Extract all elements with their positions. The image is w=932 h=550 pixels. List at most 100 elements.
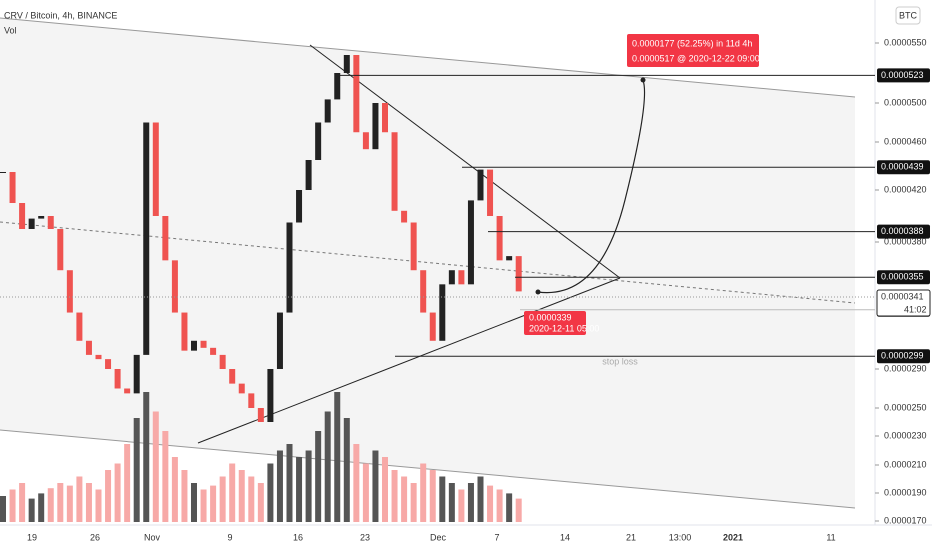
volume-bar [410, 483, 417, 522]
candle [315, 122, 322, 160]
projection-box [627, 34, 759, 67]
volume-label: Vol [4, 25, 17, 35]
x-tick-label: 26 [90, 532, 100, 542]
candle [124, 388, 131, 394]
candle [152, 122, 159, 216]
volume-bar [391, 470, 398, 522]
projection-curve [537, 79, 646, 294]
volume-bar [95, 489, 102, 522]
note: stop loss [602, 356, 638, 366]
candle [200, 340, 207, 348]
candle [362, 132, 369, 150]
candle [276, 312, 283, 369]
x-tick-label: 23 [360, 532, 370, 542]
candle [143, 122, 150, 355]
y-tick-label: 0.0000230 [884, 430, 927, 440]
candle [219, 354, 226, 369]
volume-bar [324, 411, 331, 522]
x-tick-label: 16 [293, 532, 303, 542]
candle [210, 347, 217, 355]
channel-fill [0, 18, 855, 508]
candle [66, 270, 73, 313]
target-point [640, 77, 646, 83]
candle [506, 256, 513, 261]
entry-time: 2020-12-11 05:00 [529, 323, 599, 333]
volume-bar [143, 392, 150, 522]
level-tag [877, 160, 930, 175]
candle [19, 203, 26, 229]
x-tick-label: 14 [560, 532, 570, 542]
candle [133, 354, 140, 394]
last-price-label: 0.0000341 [881, 291, 924, 301]
y-tick-label: 0.0000420 [884, 184, 927, 194]
volume-bar [28, 498, 35, 522]
mid-line [0, 221, 856, 304]
candle [257, 408, 264, 422]
candle [57, 229, 64, 271]
level-label: 0.0000355 [881, 272, 924, 282]
projection-title: 0.0000177 (52.25%) in 11d 4h [632, 38, 752, 48]
candle [105, 359, 112, 369]
volume-bar [57, 483, 64, 522]
y-tick-label: 0.0000190 [884, 487, 927, 497]
volume-bar [515, 498, 522, 522]
candle [229, 369, 236, 384]
level-label: 0.0000388 [881, 226, 924, 236]
volume-bar [496, 489, 503, 522]
last-price-tag [876, 289, 931, 317]
volume-bar [38, 493, 45, 522]
volume-bar [506, 493, 513, 522]
level-tag [877, 68, 930, 83]
volume-bar [66, 485, 73, 522]
candle [429, 312, 436, 341]
x-tick-label: 9 [227, 532, 232, 542]
volume-bar [219, 476, 226, 522]
candle [85, 340, 92, 355]
candle [238, 383, 245, 394]
y-tick-label: 0.0000290 [884, 363, 927, 373]
volume-bar [229, 463, 236, 522]
x-tick-label: Nov [144, 532, 161, 542]
level-tag [877, 224, 930, 239]
x-tick-label: 13:00 [669, 532, 692, 542]
volume-bar [448, 483, 455, 522]
level-label: 0.0000439 [881, 162, 924, 172]
volume-bar [0, 496, 6, 522]
volume-bar [467, 483, 474, 522]
candle [47, 216, 54, 229]
candle [372, 103, 379, 150]
volume-bar [210, 485, 217, 522]
candle [38, 216, 45, 219]
candle [305, 160, 312, 190]
candle [458, 270, 465, 285]
level-label: 0.0000299 [881, 351, 924, 361]
candle [410, 222, 417, 271]
volume-bar [286, 444, 293, 522]
volume-bar [124, 444, 131, 522]
candle [191, 340, 197, 351]
level-label: 0.0000523 [881, 70, 924, 80]
candle [487, 169, 494, 216]
currency-badge[interactable] [895, 6, 921, 25]
volume-bar [372, 450, 379, 522]
volume-bar [477, 476, 484, 522]
y-tick-label: 0.0000170 [884, 515, 927, 525]
volume-bar [305, 450, 312, 522]
volume-bar [353, 444, 360, 522]
candle [114, 369, 121, 389]
channel-top [0, 17, 856, 98]
projection-detail: 0.0000517 @ 2020-12-22 09:00 [632, 53, 760, 63]
volume-bar [362, 463, 369, 522]
volume-bar [181, 470, 188, 522]
volume-bar [162, 431, 169, 522]
candle [420, 270, 427, 313]
volume-bar [296, 457, 303, 522]
candle [334, 73, 341, 100]
volume-bar [257, 483, 264, 522]
candle [248, 393, 255, 408]
entry-box [524, 311, 586, 335]
volume-bar [439, 476, 446, 522]
candle [515, 256, 522, 292]
volume-bar [248, 476, 255, 522]
level-tag [877, 349, 930, 364]
